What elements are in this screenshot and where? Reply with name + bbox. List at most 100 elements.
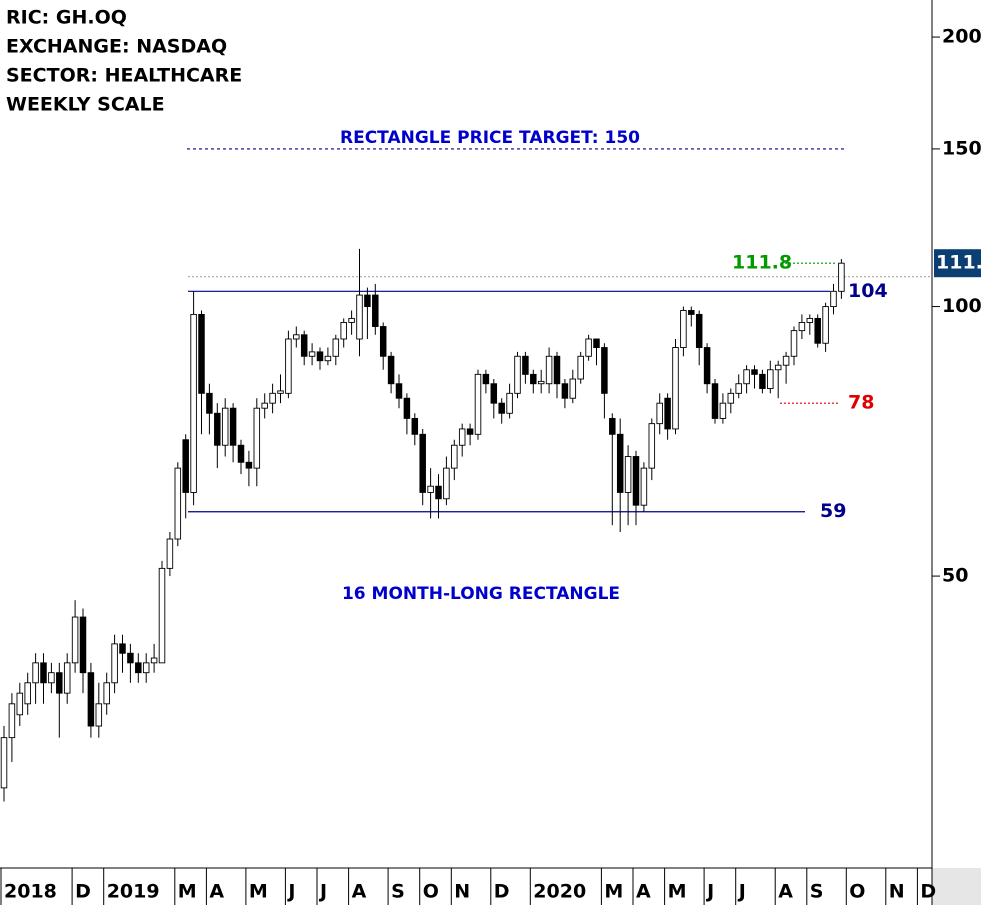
candle-body	[743, 369, 750, 385]
x-tick-label: 2019	[107, 881, 160, 903]
candle-body	[814, 317, 821, 344]
candle-body	[8, 703, 16, 739]
candle-body	[40, 662, 47, 684]
candle-body	[277, 390, 284, 394]
candle-body	[577, 355, 584, 380]
candle-body	[372, 294, 379, 327]
candle-body	[498, 402, 505, 414]
candle-body	[111, 643, 118, 684]
candle-body	[364, 294, 371, 308]
x-tick-label: M	[604, 881, 623, 903]
candle-body	[435, 485, 442, 500]
x-tick-label: J	[737, 881, 746, 903]
candle-body	[751, 369, 758, 375]
x-tick-label: S	[810, 881, 824, 903]
x-tick-label: D	[920, 881, 936, 903]
candle-body	[798, 321, 806, 332]
candle-body	[688, 310, 695, 315]
candle-body	[395, 383, 403, 399]
candle-body	[601, 347, 608, 394]
candle-body	[300, 334, 308, 357]
candle-body	[221, 407, 229, 446]
candle-body	[672, 347, 679, 430]
candle-body	[759, 373, 766, 389]
candle-body	[443, 467, 450, 500]
candle-body	[79, 616, 87, 674]
x-tick-label: 2018	[4, 881, 57, 903]
candle-body	[206, 392, 213, 414]
candle-body	[0, 737, 8, 789]
candle-body	[56, 672, 63, 694]
candle-body	[585, 338, 592, 357]
candle-body	[237, 444, 245, 463]
candle-body	[158, 567, 166, 664]
x-tick-label: A	[352, 881, 367, 903]
candle-body	[16, 692, 24, 716]
candle-body	[474, 373, 482, 435]
annotation: 16 MONTH-LONG RECTANGLE	[342, 584, 620, 604]
candle-body	[553, 355, 561, 385]
candle-body	[63, 662, 71, 694]
header-line: WEEKLY SCALE	[6, 94, 165, 116]
candle-body	[135, 662, 142, 674]
x-tick-label: J	[705, 881, 714, 903]
x-tick-label: O	[849, 881, 865, 903]
candle-body	[316, 351, 324, 362]
header-line: SECTOR: HEALTHCARE	[6, 65, 242, 87]
candle-body	[609, 417, 616, 435]
candle-body	[830, 290, 837, 308]
x-tick-label: J	[318, 881, 327, 903]
candle-body	[466, 428, 474, 435]
candle-body	[379, 326, 387, 357]
candle-body	[324, 355, 332, 362]
candle-body	[695, 313, 703, 348]
candle-body	[545, 355, 553, 385]
candle-body	[261, 402, 268, 409]
last-price-box	[934, 249, 981, 278]
candle-body	[767, 369, 774, 389]
level-label: 104	[848, 280, 888, 302]
candle-body	[411, 417, 419, 435]
candle-body	[182, 439, 189, 493]
candle-body	[806, 317, 814, 323]
y-tick-label: 200	[942, 26, 981, 48]
candle-body	[419, 433, 426, 493]
candle-body	[703, 347, 711, 385]
candle-body	[822, 306, 829, 344]
candle-body	[174, 467, 182, 540]
candle-body	[285, 338, 292, 394]
annotation: RECTANGLE PRICE TARGET: 150	[340, 128, 640, 148]
x-tick-label: S	[391, 881, 405, 903]
candle-body	[269, 392, 276, 404]
candle-body	[711, 383, 719, 419]
candle-body	[95, 703, 103, 727]
candle-body	[458, 428, 466, 446]
candle-body	[506, 392, 513, 414]
candle-body	[166, 538, 174, 569]
candle-body	[150, 657, 158, 664]
candle-body	[648, 423, 656, 469]
candle-body	[838, 262, 845, 292]
candle-body	[616, 433, 624, 493]
candle-body	[293, 334, 300, 340]
candle-body	[490, 383, 498, 404]
candle-body	[356, 294, 363, 340]
candle-body	[624, 456, 632, 493]
candle-body	[214, 412, 221, 446]
candle-body	[48, 672, 55, 684]
candle-body	[142, 662, 150, 674]
x-tick-label: M	[178, 881, 197, 903]
candle-body	[774, 364, 782, 371]
candle-body	[569, 378, 577, 399]
candle-body	[253, 407, 261, 469]
x-tick-label: A	[636, 881, 651, 903]
x-tick-label: A	[209, 881, 224, 903]
y-tick-label: 150	[942, 137, 981, 159]
x-tick-label: N	[889, 881, 905, 903]
y-tick-label: 50	[942, 565, 968, 587]
candle-body	[348, 317, 355, 323]
candle-body	[727, 392, 735, 404]
level-label: 111.8	[732, 252, 792, 274]
candle-body	[561, 383, 569, 399]
